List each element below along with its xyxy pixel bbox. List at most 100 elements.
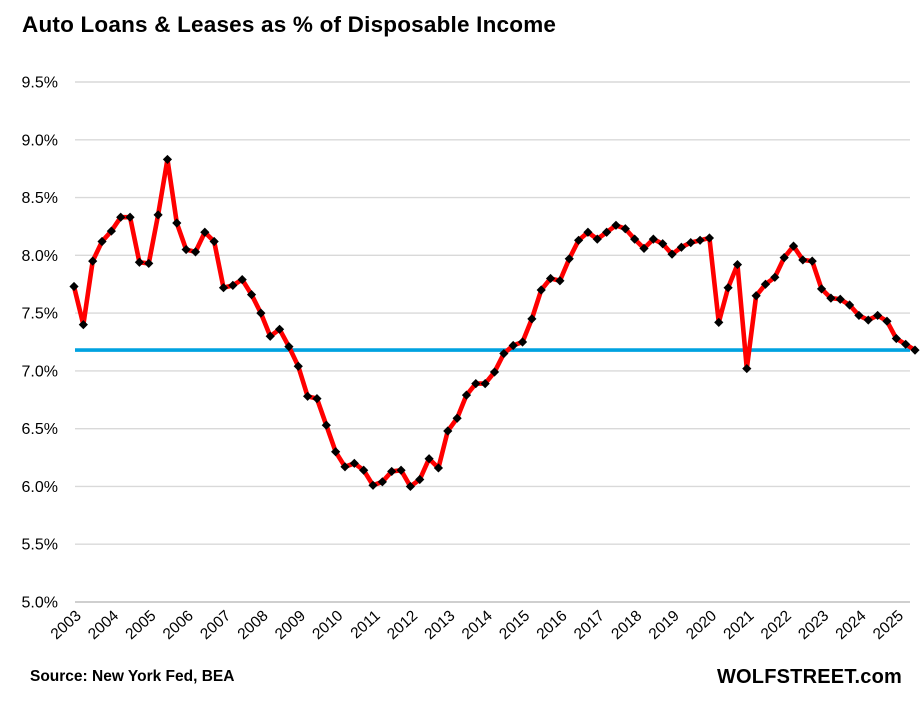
y-tick-label: 9.5%: [22, 75, 58, 92]
data-point-marker: [461, 390, 472, 400]
data-point-marker: [704, 233, 715, 243]
data-point-marker: [368, 480, 378, 490]
data-point-marker: [387, 466, 397, 477]
y-tick-label: 8.0%: [22, 248, 58, 265]
data-point-marker: [686, 238, 696, 248]
data-point-marker: [106, 226, 116, 236]
data-point-marker: [246, 290, 257, 300]
x-tick-label: 2012: [384, 607, 421, 643]
x-tick-label: 2016: [534, 607, 571, 643]
data-point-marker: [415, 474, 425, 485]
data-point-marker: [807, 256, 817, 266]
data-point-marker: [284, 342, 294, 352]
data-point-marker: [116, 212, 126, 222]
data-point-marker: [303, 391, 313, 401]
data-point-marker: [172, 218, 182, 228]
data-point-marker: [480, 379, 490, 389]
data-point-marker: [714, 317, 724, 327]
data-point-marker: [144, 258, 154, 269]
data-point-marker: [788, 241, 799, 251]
data-point-marker: [536, 285, 546, 295]
data-point-marker: [695, 235, 705, 245]
data-point-marker: [499, 348, 509, 359]
x-tick-label: 2011: [348, 607, 384, 642]
data-point-marker: [742, 363, 752, 374]
x-tick-label: 2020: [683, 607, 720, 643]
wolfstreet-logo: WOLFSTREET.com: [716, 666, 902, 688]
data-point-marker: [443, 426, 453, 436]
data-point-marker: [667, 249, 677, 259]
data-point-marker: [359, 465, 369, 475]
data-point-marker: [209, 236, 219, 247]
data-point-marker: [153, 210, 163, 220]
x-tick-label: 2025: [870, 607, 907, 643]
data-point-marker: [331, 447, 341, 457]
data-point-marker: [265, 331, 275, 341]
data-point-marker: [611, 220, 621, 230]
data-point-marker: [882, 316, 892, 326]
data-point-marker: [527, 314, 537, 324]
data-point-marker: [405, 481, 415, 492]
data-line: [71, 157, 918, 489]
data-point-marker: [844, 300, 855, 310]
data-point-marker: [835, 294, 845, 304]
x-tick-label: 2022: [758, 607, 795, 643]
data-point-marker: [723, 283, 733, 293]
data-point-marker: [639, 243, 649, 253]
data-point-marker: [564, 254, 574, 264]
y-tick-label: 7.0%: [22, 363, 58, 380]
data-point-marker: [816, 284, 827, 294]
data-point-marker: [901, 339, 911, 349]
y-tick-label: 5.5%: [22, 537, 58, 554]
data-point-marker: [321, 420, 331, 430]
data-point-marker: [863, 315, 873, 325]
data-point-marker: [218, 283, 229, 293]
x-tick-label: 2009: [272, 607, 309, 643]
x-tick-label: 2015: [496, 607, 533, 643]
x-tick-label: 2005: [122, 607, 159, 643]
data-point-marker: [779, 253, 789, 263]
x-tick-label: 2007: [197, 607, 234, 643]
data-point-marker: [854, 310, 864, 321]
x-tick-label: 2004: [85, 607, 122, 643]
data-point-marker: [181, 244, 191, 255]
data-point-marker: [910, 345, 920, 355]
chart-title: Auto Loans & Leases as % of Disposable I…: [22, 12, 557, 37]
data-point-marker: [751, 291, 761, 301]
data-point-marker: [545, 273, 556, 284]
data-point-marker: [732, 259, 743, 270]
data-point-marker: [583, 227, 593, 237]
data-point-marker: [200, 227, 210, 237]
data-point-marker: [69, 281, 79, 292]
x-tick-label: 2018: [608, 607, 645, 643]
x-tick-label: 2010: [309, 607, 346, 643]
data-point-marker: [97, 236, 107, 247]
x-tick-label: 2008: [235, 607, 272, 643]
data-point-marker: [433, 463, 444, 473]
data-point-marker: [134, 257, 145, 267]
data-point-marker: [256, 308, 266, 318]
data-point-marker: [592, 234, 602, 244]
data-point-marker: [237, 275, 247, 285]
data-point-marker: [340, 462, 350, 472]
x-tick-label: 2006: [160, 607, 197, 643]
data-point-marker: [630, 234, 640, 244]
data-point-marker: [602, 227, 612, 237]
data-point-marker: [228, 280, 238, 290]
data-point-marker: [377, 477, 387, 487]
data-point-marker: [508, 340, 518, 351]
data-point-marker: [648, 234, 658, 244]
x-tick-label: 2014: [459, 607, 496, 643]
data-point-marker: [293, 361, 303, 371]
data-point-marker: [517, 337, 528, 347]
data-point-marker: [873, 310, 883, 321]
data-point-marker: [349, 458, 359, 468]
x-tick-label: 2003: [48, 607, 85, 643]
y-tick-label: 9.0%: [22, 132, 58, 149]
data-point-marker: [676, 242, 686, 252]
data-point-marker: [489, 367, 500, 377]
y-tick-label: 8.5%: [22, 190, 58, 207]
x-tick-label: 2013: [421, 607, 458, 643]
